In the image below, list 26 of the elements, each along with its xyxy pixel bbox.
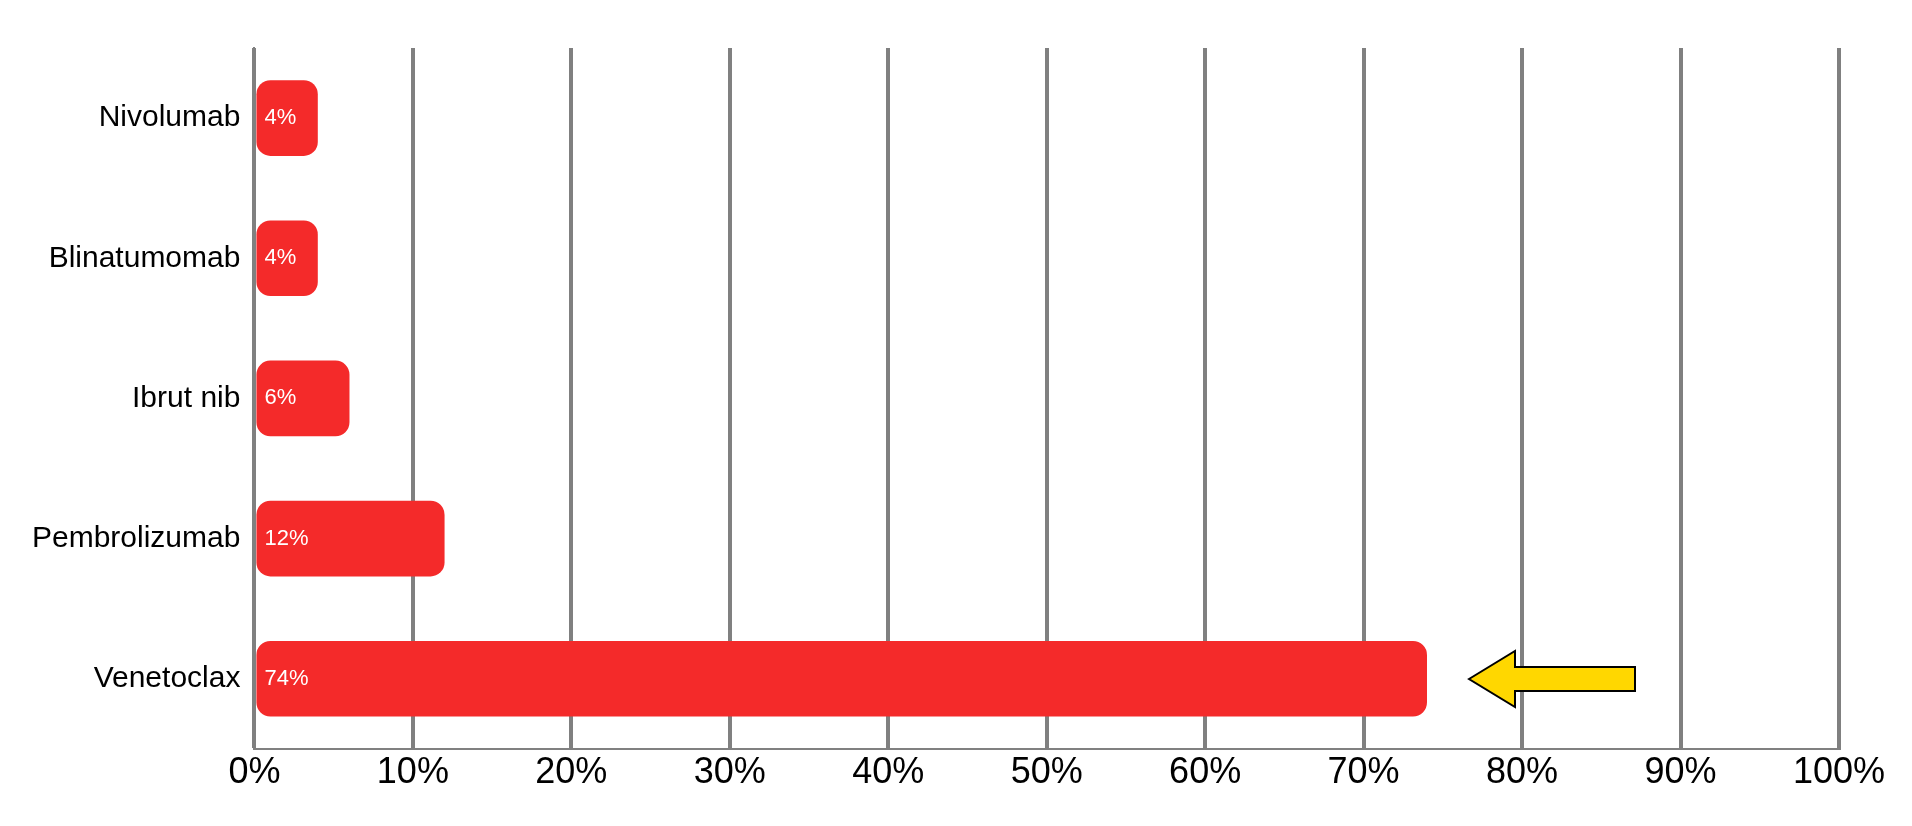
x-tick-label: 30%: [693, 750, 766, 792]
y-tick-label: Nivolumab: [98, 99, 241, 133]
bar: [256, 360, 350, 437]
bar: [256, 640, 1427, 717]
x-tick-label: 10%: [376, 750, 449, 792]
data-label: 4%: [264, 244, 297, 270]
y-tick-label: Venetoclax: [93, 659, 241, 693]
bar: [256, 220, 318, 297]
x-tick-label: 0%: [228, 750, 281, 792]
x-tick-label: 80%: [1486, 750, 1559, 792]
x-tick-label: 70%: [1327, 750, 1400, 792]
y-tick-label: Blinatumomab: [48, 239, 241, 273]
x-tick-label: 40%: [852, 750, 925, 792]
bar: [256, 500, 445, 577]
y-tick-label: Ibrut nib: [132, 379, 241, 413]
data-label: 6%: [264, 384, 297, 410]
y-tick-label: Pembrolizumab: [32, 519, 241, 553]
data-label: 4%: [264, 104, 297, 130]
x-tick-label: 100%: [1792, 750, 1885, 792]
x-tick-label: 60%: [1169, 750, 1242, 792]
bar: [256, 80, 318, 156]
x-tick-label: 20%: [535, 750, 608, 792]
data-label: 74%: [264, 664, 309, 690]
data-label: 12%: [264, 524, 309, 550]
x-tick-label: 90%: [1644, 750, 1717, 792]
x-tick-label: 50%: [1010, 750, 1083, 792]
